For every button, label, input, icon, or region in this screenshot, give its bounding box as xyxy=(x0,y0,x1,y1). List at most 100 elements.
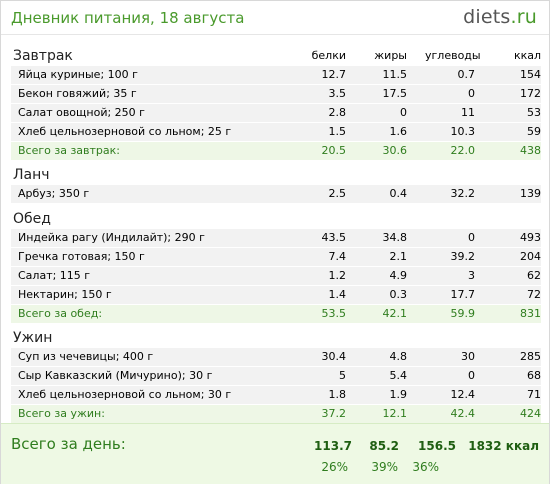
food-row: Салат; 115 г 1.2 4.9 3 62 xyxy=(11,267,541,286)
food-row: Нектарин; 150 г 1.4 0.3 17.7 72 xyxy=(11,286,541,305)
food-name: Хлеб цельнозерновой со льном; 30 г xyxy=(18,388,232,401)
meal-section-header: Обед xyxy=(11,207,541,229)
day-fat-pct: 39% xyxy=(371,460,398,474)
food-protein: 2.5 xyxy=(328,187,347,200)
food-carbs: 11 xyxy=(461,106,475,119)
food-kcal: 172 xyxy=(520,87,541,100)
food-fat: 0.3 xyxy=(389,288,408,301)
day-total-box: Всего за день: 113.7 85.2 156.5 1832 кка… xyxy=(1,423,549,484)
day-protein-pct: 26% xyxy=(321,460,348,474)
page-header: Дневник питания, 18 августа diets.ru xyxy=(1,1,549,35)
food-name: Хлеб цельнозерновой со льном; 25 г xyxy=(18,125,232,138)
diary-table: Завтрак белки жиры углеводы ккал Яйца куриные… xyxy=(11,44,541,426)
total-protein: 53.5 xyxy=(321,307,347,320)
food-fat: 11.5 xyxy=(382,68,408,81)
total-fat: 42.1 xyxy=(382,307,408,320)
food-name: Индейка рагу (Индилайт); 290 г xyxy=(18,231,205,244)
food-row: Яйца куриные; 100 г 12.7 11.5 0.7 154 xyxy=(11,66,541,85)
food-carbs: 32.2 xyxy=(450,187,476,200)
food-carbs: 39.2 xyxy=(450,250,476,263)
day-total-label: Всего за день: xyxy=(11,435,126,453)
meal-section-header: Ужин xyxy=(11,326,541,348)
food-protein: 5 xyxy=(339,369,346,382)
food-name: Яйца куриные; 100 г xyxy=(18,68,138,81)
food-row: Салат овощной; 250 г 2.8 0 11 53 xyxy=(11,104,541,123)
food-row: Суп из чечевицы; 400 г 30.4 4.8 30 285 xyxy=(11,348,541,367)
food-fat: 34.8 xyxy=(382,231,408,244)
food-fat: 5.4 xyxy=(389,369,408,382)
total-carbs: 42.4 xyxy=(450,407,476,420)
food-protein: 1.4 xyxy=(328,288,347,301)
food-protein: 3.5 xyxy=(328,87,347,100)
food-name: Бекон говяжий; 35 г xyxy=(18,87,137,100)
column-kcal: ккал xyxy=(513,49,541,62)
food-carbs: 0 xyxy=(468,87,475,100)
food-protein: 1.8 xyxy=(328,388,347,401)
food-carbs: 17.7 xyxy=(450,288,476,301)
food-row: Арбуз; 350 г 2.5 0.4 32.2 139 xyxy=(11,185,541,204)
food-row: Бекон говяжий; 35 г 3.5 17.5 0 172 xyxy=(11,85,541,104)
total-fat: 12.1 xyxy=(382,407,408,420)
day-protein: 113.7 xyxy=(314,439,352,453)
meal-title: Ужин xyxy=(13,330,53,346)
food-row: Индейка рагу (Индилайт); 290 г 43.5 34.8 0 4… xyxy=(11,229,541,248)
total-kcal: 438 xyxy=(520,144,541,157)
column-carbs: углеводы xyxy=(425,49,481,62)
food-name: Арбуз; 350 г xyxy=(18,187,90,200)
total-protein: 37.2 xyxy=(321,407,347,420)
food-protein: 30.4 xyxy=(321,350,347,363)
food-protein: 12.7 xyxy=(321,68,347,81)
food-name: Нектарин; 150 г xyxy=(18,288,112,301)
food-name: Гречка готовая; 150 г xyxy=(18,250,145,263)
food-kcal: 139 xyxy=(520,187,541,200)
food-protein: 1.5 xyxy=(328,125,347,138)
food-name: Сыр Кавказский (Мичурино); 30 г xyxy=(18,369,213,382)
total-carbs: 59.9 xyxy=(450,307,476,320)
food-protein: 2.8 xyxy=(328,106,347,119)
food-kcal: 72 xyxy=(527,288,541,301)
food-carbs: 3 xyxy=(468,269,475,282)
total-kcal: 831 xyxy=(520,307,541,320)
page-title: Дневник питания, 18 августа xyxy=(11,9,245,27)
food-carbs: 30 xyxy=(461,350,475,363)
food-kcal: 53 xyxy=(527,106,541,119)
food-name: Салат овощной; 250 г xyxy=(18,106,145,119)
food-kcal: 154 xyxy=(520,68,541,81)
food-carbs: 12.4 xyxy=(450,388,476,401)
food-kcal: 68 xyxy=(527,369,541,382)
site-logo[interactable]: diets.ru xyxy=(463,6,537,28)
total-carbs: 22.0 xyxy=(450,144,476,157)
food-row: Сыр Кавказский (Мичурино); 30 г 5 5.4 0 68 xyxy=(11,367,541,386)
food-fat: 17.5 xyxy=(382,87,408,100)
food-kcal: 493 xyxy=(520,231,541,244)
food-fat: 1.6 xyxy=(389,125,408,138)
day-kcal: 1832 ккал xyxy=(468,439,539,453)
total-protein: 20.5 xyxy=(321,144,347,157)
total-kcal: 424 xyxy=(520,407,541,420)
food-row: Гречка готовая; 150 г 7.4 2.1 39.2 204 xyxy=(11,248,541,267)
food-name: Салат; 115 г xyxy=(18,269,91,282)
food-name: Суп из чечевицы; 400 г xyxy=(18,350,154,363)
total-fat: 30.6 xyxy=(382,144,408,157)
food-kcal: 59 xyxy=(527,125,541,138)
column-fat: жиры xyxy=(374,49,407,62)
food-fat: 4.8 xyxy=(389,350,408,363)
meal-total-label: Всего за ужин: xyxy=(18,407,105,420)
food-protein: 1.2 xyxy=(328,269,347,282)
meal-section-header: Ланч xyxy=(11,163,541,185)
food-fat: 0 xyxy=(400,106,407,119)
meal-title: Завтрак xyxy=(13,48,73,64)
food-carbs: 0.7 xyxy=(457,68,476,81)
food-kcal: 285 xyxy=(520,350,541,363)
food-fat: 0.4 xyxy=(389,187,408,200)
meal-title: Обед xyxy=(13,211,51,227)
meal-total-label: Всего за завтрак: xyxy=(18,144,121,157)
food-fat: 4.9 xyxy=(389,269,408,282)
logo-main: diets xyxy=(463,6,511,28)
logo-ext: .ru xyxy=(510,6,537,28)
meal-total-label: Всего за обед: xyxy=(18,307,103,320)
food-protein: 43.5 xyxy=(321,231,347,244)
meal-total-row: Всего за ужин: 37.2 12.1 42.4 424 xyxy=(11,405,541,423)
day-carbs: 156.5 xyxy=(418,439,456,453)
food-fat: 1.9 xyxy=(389,388,408,401)
